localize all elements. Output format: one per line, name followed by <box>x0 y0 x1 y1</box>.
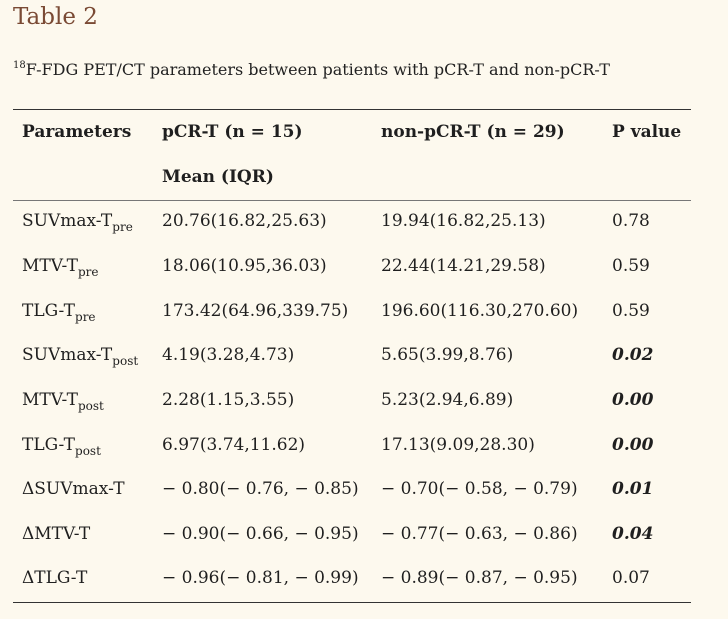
cell-pcr: 20.76(16.82,25.63) <box>162 211 327 231</box>
cell-p-value: 0.04 <box>612 524 654 544</box>
cell-p-value: 0.07 <box>612 568 650 588</box>
parameter-name: TLG-T <box>22 435 76 455</box>
cell-nonpcr: 17.13(9.09,28.30) <box>381 435 535 455</box>
table-header-rule <box>13 200 691 201</box>
header-p-value: P value <box>612 122 682 142</box>
cell-p-value: 0.01 <box>612 479 654 499</box>
cell-parameter: SUVmax-Tpre <box>22 210 133 238</box>
caption-text: F-FDG PET/CT parameters between patients… <box>25 60 610 79</box>
header-nonpcr: non-pCR-T (n = 29) <box>381 122 565 142</box>
cell-nonpcr: 196.60(116.30,270.60) <box>381 301 579 321</box>
cell-parameter: ΔMTV-T <box>22 523 90 545</box>
cell-nonpcr: 22.44(14.21,29.58) <box>381 256 546 276</box>
cell-parameter: SUVmax-Tpost <box>22 344 138 372</box>
cell-pcr: 4.19(3.28,4.73) <box>162 345 295 365</box>
cell-nonpcr: − 0.70(− 0.58, − 0.79) <box>381 479 578 499</box>
cell-pcr: 173.42(64.96,339.75) <box>162 301 349 321</box>
parameter-name: MTV-T <box>22 256 78 276</box>
cell-parameter: ΔSUVmax-T <box>22 478 125 500</box>
parameter-subscript: pre <box>112 220 133 234</box>
parameter-name: ΔTLG-T <box>22 568 88 588</box>
cell-p-value: 0.02 <box>612 345 654 365</box>
table-top-rule <box>13 109 691 110</box>
cell-pcr: 2.28(1.15,3.55) <box>162 390 295 410</box>
cell-pcr: − 0.90(− 0.66, − 0.95) <box>162 524 359 544</box>
cell-p-value: 0.78 <box>612 211 650 231</box>
header-mean-iqr: Mean (IQR) <box>162 167 274 187</box>
caption-superscript: 18 <box>13 59 26 71</box>
cell-parameter: TLG-Tpre <box>22 300 96 328</box>
cell-nonpcr: − 0.77(− 0.63, − 0.86) <box>381 524 578 544</box>
parameter-subscript: post <box>75 444 101 458</box>
parameter-name: TLG-T <box>22 301 76 321</box>
cell-pcr: − 0.80(− 0.76, − 0.85) <box>162 479 359 499</box>
cell-nonpcr: − 0.89(− 0.87, − 0.95) <box>381 568 578 588</box>
cell-nonpcr: 5.65(3.99,8.76) <box>381 345 514 365</box>
cell-parameter: MTV-Tpost <box>22 389 104 417</box>
header-parameters: Parameters <box>22 122 132 142</box>
cell-parameter: TLG-Tpost <box>22 434 101 462</box>
header-pcr: pCR-T (n = 15) <box>162 122 303 142</box>
cell-p-value: 0.00 <box>612 390 654 410</box>
cell-nonpcr: 5.23(2.94,6.89) <box>381 390 514 410</box>
parameter-name: MTV-T <box>22 390 78 410</box>
parameter-subscript: post <box>77 399 104 413</box>
cell-p-value: 0.59 <box>612 301 650 321</box>
cell-pcr: − 0.96(− 0.81, − 0.99) <box>162 568 359 588</box>
cell-pcr: 18.06(10.95,36.03) <box>162 256 327 276</box>
cell-nonpcr: 19.94(16.82,25.13) <box>381 211 546 231</box>
parameter-name: ΔMTV-T <box>22 524 91 544</box>
table-bottom-rule <box>13 602 691 603</box>
cell-p-value: 0.00 <box>612 435 654 455</box>
parameter-subscript: pre <box>75 310 96 324</box>
parameter-subscript: post <box>112 354 139 368</box>
cell-parameter: ΔTLG-T <box>22 567 87 589</box>
cell-p-value: 0.59 <box>612 256 650 276</box>
table-caption: 18F-FDG PET/CT parameters between patien… <box>13 60 610 79</box>
parameter-name: ΔSUVmax-T <box>22 479 125 499</box>
table-title: Table 2 <box>13 4 98 30</box>
parameter-subscript: pre <box>77 265 99 279</box>
cell-parameter: MTV-Tpre <box>22 255 98 283</box>
parameter-name: SUVmax-T <box>22 211 113 231</box>
parameter-name: SUVmax-T <box>22 345 113 365</box>
cell-pcr: 6.97(3.74,11.62) <box>162 435 306 455</box>
